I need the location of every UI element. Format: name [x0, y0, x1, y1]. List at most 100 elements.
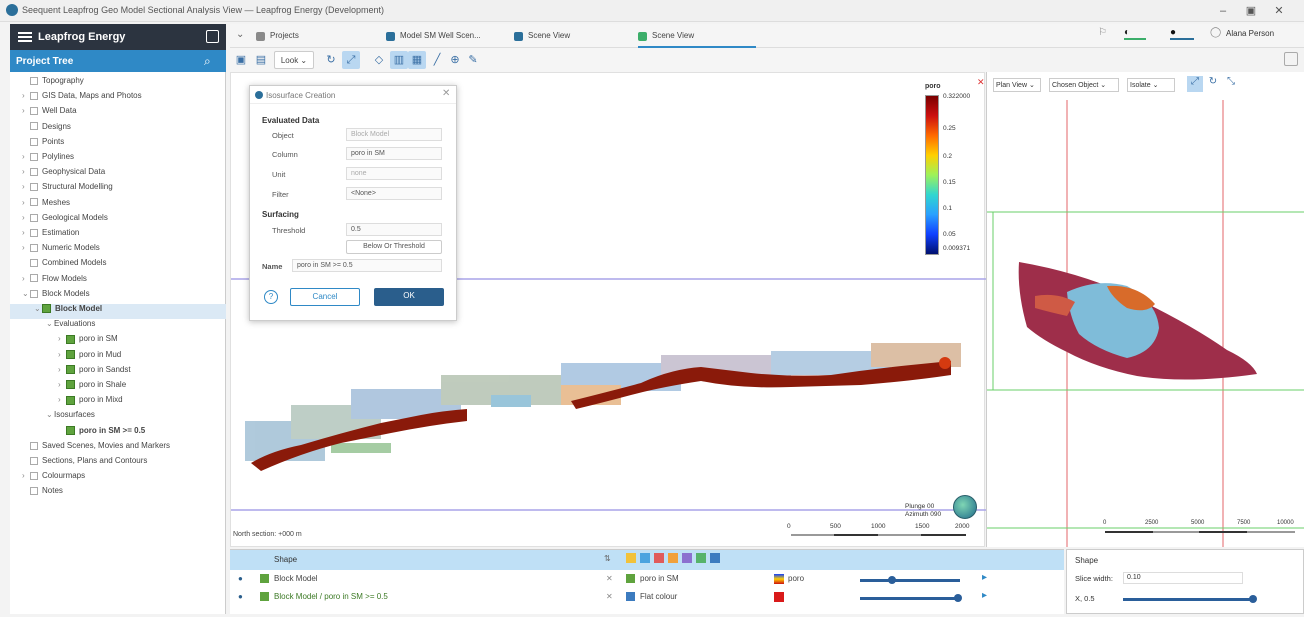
isolate-button[interactable]: Isolate ⌄	[1127, 78, 1175, 92]
chevron-down-icon[interactable]: ⌄	[236, 29, 245, 40]
compass-globe-icon[interactable]	[953, 495, 977, 519]
tree-item[interactable]: › Meshes	[10, 198, 226, 213]
menu-icon[interactable]	[18, 32, 32, 42]
orbit-icon[interactable]: ⊕	[450, 54, 460, 66]
folder-checkbox[interactable]	[30, 289, 38, 298]
tree-item[interactable]: › Geophysical Data	[10, 167, 226, 182]
expand-arrow-icon[interactable]: ›	[58, 349, 61, 359]
folder-checkbox[interactable]	[30, 107, 38, 116]
tree-item[interactable]: › poro in Sandst	[10, 365, 226, 380]
folder-checkbox[interactable]	[30, 92, 38, 101]
tree-item[interactable]: › Flow Models	[10, 274, 226, 289]
expand-arrow-icon[interactable]: ›	[22, 106, 25, 116]
folder-checkbox[interactable]	[30, 168, 38, 177]
expand-arrow-icon[interactable]: ›	[22, 152, 25, 161]
tab-model[interactable]: Model SM Well Scen...	[386, 28, 514, 48]
tree-item[interactable]: ⌄ Block Model	[10, 304, 226, 320]
tree-item[interactable]: › Geological Models	[10, 213, 226, 228]
tree-item[interactable]: Combined Models	[10, 258, 226, 273]
slice-icon[interactable]: ◇	[374, 54, 384, 66]
transparency-slider[interactable]	[860, 576, 960, 584]
tree-item[interactable]: Topography	[10, 76, 226, 91]
folder-checkbox[interactable]	[30, 456, 38, 465]
folder-checkbox[interactable]	[30, 487, 38, 496]
expand-arrow-icon[interactable]: ›	[22, 212, 25, 222]
palette-icon[interactable]	[668, 553, 678, 563]
tree-item[interactable]: › poro in Mixd	[10, 395, 226, 410]
tree-item[interactable]: › Numeric Models	[10, 243, 226, 258]
slider-knob[interactable]	[954, 594, 962, 602]
pencil-icon[interactable]: ✎	[468, 54, 478, 66]
folder-checkbox[interactable]	[30, 472, 38, 481]
minimize-button[interactable]: –	[1219, 5, 1227, 17]
panel-toggle-icon[interactable]	[1284, 52, 1298, 66]
plan-view-dropdown[interactable]: Plan View ⌄	[993, 78, 1041, 92]
expand-arrow-icon[interactable]: ›	[22, 273, 25, 283]
shape-column[interactable]: Flat colour	[640, 592, 678, 601]
tree-item[interactable]: ⌄ Block Models	[10, 289, 226, 304]
unit-field[interactable]: none	[346, 167, 442, 180]
below-threshold-button[interactable]: Below Or Threshold	[346, 240, 442, 254]
expand-arrow-icon[interactable]: ⌄	[46, 410, 53, 420]
colour-swatch[interactable]	[774, 592, 784, 602]
slider-knob[interactable]	[1249, 595, 1257, 603]
threshold-input[interactable]: 0.5	[346, 223, 442, 236]
lock-icon[interactable]	[710, 553, 720, 563]
transparency-slider[interactable]	[860, 594, 962, 602]
tree-item[interactable]: Saved Scenes, Movies and Markers	[10, 441, 226, 456]
tree-item[interactable]: ⌄Isosurfaces	[10, 410, 226, 425]
grid-icon[interactable]: ▦	[408, 51, 426, 69]
folder-checkbox[interactable]	[30, 152, 38, 161]
expand-arrow-icon[interactable]: ›	[22, 167, 25, 177]
tab-scene-view[interactable]: Scene View	[514, 28, 632, 48]
filter-select[interactable]: <None>	[346, 187, 442, 200]
tree-item[interactable]: Notes	[10, 486, 226, 501]
tree-item[interactable]: › Polylines	[10, 152, 226, 167]
tree-item[interactable]: › Well Data	[10, 106, 226, 121]
measure-icon[interactable]: ╱	[433, 54, 441, 66]
shape-row[interactable]: ● Block Model ✕ poro in SM poro ▸	[230, 572, 1064, 590]
expand-arrow-icon[interactable]: ›	[22, 228, 25, 237]
cancel-button[interactable]: Cancel	[290, 288, 360, 306]
close-legend-icon[interactable]: ✕	[977, 77, 985, 87]
folder-checkbox[interactable]	[30, 183, 38, 192]
tree-item[interactable]: Points	[10, 137, 226, 152]
ok-button[interactable]: OK	[374, 288, 444, 306]
shape-column[interactable]: poro in SM	[640, 574, 679, 583]
rotate-icon[interactable]: ↻	[326, 54, 336, 66]
visibility-icon[interactable]	[696, 553, 706, 563]
sort-icon[interactable]: ⇅	[604, 554, 611, 563]
plan-viewport[interactable]: Plan View ⌄ Chosen Object ⌄ Isolate ⌄ ⤢ …	[986, 72, 1304, 547]
expand-icon[interactable]: ⤡	[1227, 76, 1235, 87]
expand-arrow-icon[interactable]: ›	[58, 364, 61, 374]
tree-item[interactable]: Sections, Plans and Contours	[10, 456, 226, 471]
chosen-object-dropdown[interactable]: Chosen Object ⌄	[1049, 78, 1119, 92]
tab-scene-view-active[interactable]: Scene View	[638, 28, 756, 48]
folder-checkbox[interactable]	[30, 274, 38, 283]
eye-icon[interactable]: ●	[238, 592, 243, 601]
search-icon[interactable]: ⌕	[204, 54, 211, 68]
maximize-button[interactable]: ▣	[1245, 5, 1257, 17]
window-mode-icon[interactable]	[206, 30, 219, 43]
folder-checkbox[interactable]	[30, 259, 38, 268]
tab-projects[interactable]: Projects	[256, 28, 386, 48]
user-name[interactable]: Alana Person	[1226, 29, 1275, 38]
share-icon[interactable]: ⚐	[1098, 27, 1107, 38]
cloud-icon[interactable]: ●	[1170, 27, 1194, 40]
folder-checkbox[interactable]	[30, 76, 38, 85]
expand-arrow-icon[interactable]: ›	[22, 182, 25, 192]
camera-icon[interactable]: ▣	[235, 54, 247, 66]
remove-icon[interactable]: ✕	[606, 592, 613, 601]
look-dropdown[interactable]: Look ⌄	[274, 51, 314, 69]
expand-arrow-icon[interactable]: ›	[22, 197, 25, 207]
section-viewport[interactable]: Isosurface Creation ✕ Evaluated Data Obj…	[230, 72, 986, 547]
select-tool-icon[interactable]: ⤢	[1187, 76, 1203, 92]
folder-checkbox[interactable]	[30, 198, 38, 207]
properties-icon[interactable]: ▸	[982, 572, 988, 583]
shape-row[interactable]: ● Block Model / poro in SM >= 0.5 ✕ Flat…	[230, 590, 1064, 608]
tree-item[interactable]: poro in SM >= 0.5	[10, 426, 226, 441]
remove-icon[interactable]: ✕	[606, 574, 613, 583]
expand-arrow-icon[interactable]: ⌄	[22, 288, 29, 298]
help-icon[interactable]: ?	[264, 290, 278, 304]
close-button[interactable]: ✕	[1274, 5, 1284, 17]
